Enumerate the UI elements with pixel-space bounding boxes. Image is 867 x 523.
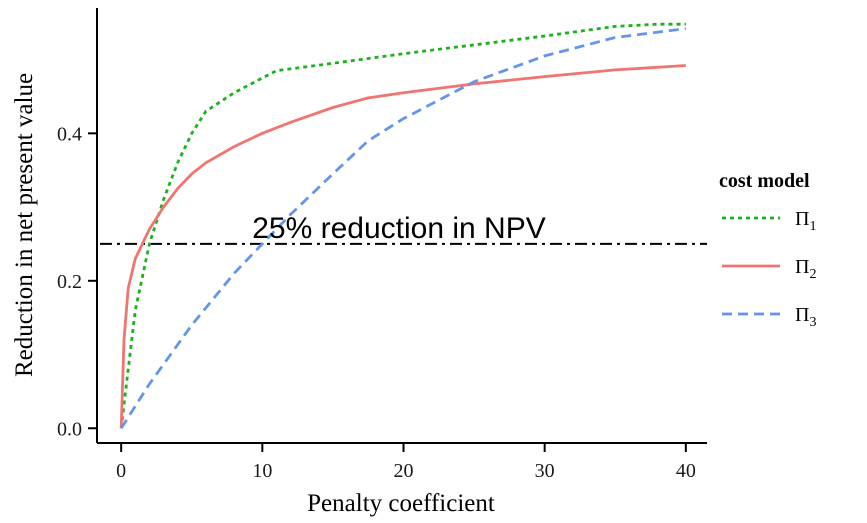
reference-line-label: 25% reduction in NPV	[252, 212, 546, 245]
series-line-2	[119, 64, 686, 429]
plot-area	[100, 22, 707, 430]
y-tick-label: 0.0	[57, 418, 82, 440]
x-tick-label: 0	[116, 460, 126, 482]
legend-label-1: Π1	[795, 208, 816, 234]
x-tick-label: 30	[535, 460, 555, 482]
x-axis-title: Penalty coefficient	[307, 490, 495, 517]
legend-label-2: Π2	[795, 256, 816, 282]
axis-ticks: 0 10 20 30 40 0.0 0.2 0.4	[57, 123, 696, 482]
legend: cost model Π1 Π2 Π3	[719, 170, 816, 330]
x-tick-label: 20	[394, 460, 414, 482]
legend-items: Π1 Π2 Π3	[722, 208, 816, 330]
y-axis-title: Reduction in net present value	[11, 73, 38, 377]
y-tick-label: 0.2	[57, 271, 82, 293]
legend-label-3: Π3	[795, 304, 816, 330]
x-tick-label: 10	[252, 460, 272, 482]
y-tick-label: 0.4	[57, 123, 82, 145]
legend-title: cost model	[719, 170, 810, 192]
x-tick-label: 40	[676, 460, 696, 482]
series-line-3	[120, 27, 686, 430]
